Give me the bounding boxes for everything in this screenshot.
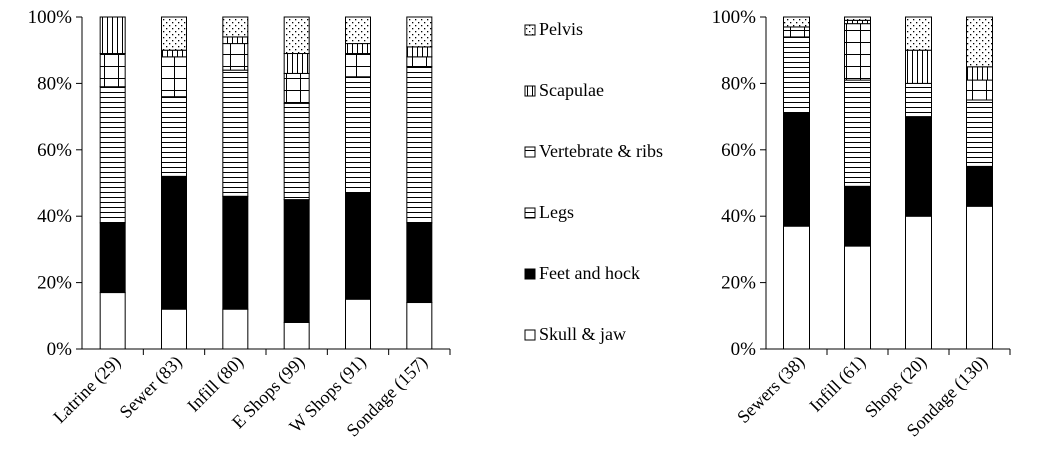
left-bar-sondage-157-vertebrate-ribs xyxy=(406,56,433,68)
legend-swatch-skull-jaw xyxy=(524,329,536,341)
right-category-label: Sewers (38) xyxy=(733,352,809,428)
right-bar-sondage-130-legs xyxy=(966,99,993,167)
left-bar-e-shops-99-pelvis xyxy=(283,16,310,55)
right-bar-infill-61-skull-jaw xyxy=(844,245,871,350)
legend-label-skull-jaw: Skull & jaw xyxy=(539,324,626,344)
left-bar-e-shops-99-scapulae xyxy=(283,53,310,74)
left-category-label: Latrine (29) xyxy=(49,352,125,428)
left-bar-e-shops-99-vertebrate-ribs xyxy=(283,72,310,104)
right-bar-sewers-38-legs xyxy=(783,36,810,114)
left-bar-sewer-83-scapulae xyxy=(161,49,187,58)
left-bar-e-shops-99-skull-jaw xyxy=(283,321,310,350)
left-y-tick-label: 60% xyxy=(37,140,72,161)
left-bar-latrine-29-feet-and-hock xyxy=(99,222,126,294)
left-bar-w-shops-91-scapulae xyxy=(345,43,371,55)
right-bar-shops-20-legs xyxy=(905,82,932,118)
right-y-tick-label: 60% xyxy=(721,140,756,161)
right-bar-infill-61-pelvis xyxy=(844,16,871,21)
right-chart: 0%20%40%60%80%100%Sewers (38)Infill (61)… xyxy=(712,7,1011,441)
left-bar-sondage-157-skull-jaw xyxy=(406,302,433,350)
left-y-tick-label: 80% xyxy=(37,73,72,94)
left-bar-sondage-157-pelvis xyxy=(406,16,433,48)
left-bar-latrine-29-skull-jaw xyxy=(99,292,126,350)
right-bar-sondage-130-skull-jaw xyxy=(966,205,993,350)
legend-swatch-vertebrate-ribs xyxy=(524,146,536,158)
right-bar-infill-61-feet-and-hock xyxy=(844,185,871,247)
right-bar-shops-20-pelvis xyxy=(905,16,932,51)
right-y-tick-label: 0% xyxy=(731,339,757,360)
left-bar-infill-80-vertebrate-ribs xyxy=(222,43,249,71)
right-y-tick-label: 80% xyxy=(721,73,756,94)
left-bar-infill-80-legs xyxy=(222,69,249,197)
left-y-tick-label: 20% xyxy=(37,273,72,294)
right-bar-infill-61-legs xyxy=(844,79,871,187)
legend-swatch-legs xyxy=(524,207,536,219)
left-bar-w-shops-91-legs xyxy=(345,76,371,194)
left-bar-sondage-157-feet-and-hock xyxy=(406,222,433,304)
left-bar-w-shops-91-pelvis xyxy=(345,16,371,45)
right-y-tick-label: 40% xyxy=(721,206,756,227)
right-bar-shops-20-skull-jaw xyxy=(905,215,932,350)
right-y-tick-label: 100% xyxy=(712,7,757,28)
right-bar-sewers-38-pelvis xyxy=(783,16,810,28)
right-bar-sewers-38-skull-jaw xyxy=(783,225,810,350)
left-bar-sewer-83-pelvis xyxy=(161,16,187,51)
left-bar-infill-80-skull-jaw xyxy=(222,308,249,350)
legend-label-scapulae: Scapulae xyxy=(539,80,604,100)
left-bar-w-shops-91-feet-and-hock xyxy=(345,192,371,300)
legend-swatch-scapulae xyxy=(524,85,536,97)
legend-swatch-feet-and-hock xyxy=(524,268,536,280)
left-bar-sewer-83-legs xyxy=(161,96,187,177)
right-bar-sondage-130-scapulae xyxy=(966,66,993,81)
right-bar-sondage-130-pelvis xyxy=(966,16,993,68)
right-bar-sondage-130-vertebrate-ribs xyxy=(966,79,993,101)
left-bar-infill-80-feet-and-hock xyxy=(222,195,249,310)
left-bar-infill-80-scapulae xyxy=(222,36,249,45)
left-category-label: Sewer (83) xyxy=(115,352,186,423)
left-bar-w-shops-91-skull-jaw xyxy=(345,298,371,350)
legend: Pelvis Scapulae Vertebrate & ribs Legs Feet … xyxy=(524,19,663,344)
right-bar-sewers-38-feet-and-hock xyxy=(783,112,810,227)
left-bar-sondage-157-legs xyxy=(406,66,433,224)
left-y-tick-label: 100% xyxy=(28,7,73,28)
right-bar-shops-20-scapulae xyxy=(905,49,932,84)
left-bar-sewer-83-feet-and-hock xyxy=(161,175,187,310)
legend-label-feet-and-hock: Feet and hock xyxy=(539,263,640,283)
right-bar-sewers-38-vertebrate-ribs xyxy=(783,26,810,38)
legend-label-vertebrate-ribs: Vertebrate & ribs xyxy=(539,141,663,161)
left-y-tick-label: 0% xyxy=(47,339,73,360)
left-bar-e-shops-99-feet-and-hock xyxy=(283,199,310,323)
left-bar-latrine-29-scapulae xyxy=(99,16,126,55)
left-bar-sewer-83-skull-jaw xyxy=(161,308,187,350)
legend-swatch-pelvis xyxy=(524,24,536,36)
left-bar-infill-80-pelvis xyxy=(222,16,249,38)
legend-label-legs: Legs xyxy=(539,202,574,222)
right-bar-shops-20-feet-and-hock xyxy=(905,116,932,217)
right-y-tick-label: 20% xyxy=(721,273,756,294)
left-bar-sondage-157-scapulae xyxy=(406,46,433,58)
left-bar-latrine-29-vertebrate-ribs xyxy=(99,53,126,88)
left-bar-w-shops-91-vertebrate-ribs xyxy=(345,53,371,78)
left-y-tick-label: 40% xyxy=(37,206,72,227)
left-bar-latrine-29-legs xyxy=(99,86,126,224)
legend-label-pelvis: Pelvis xyxy=(539,19,583,39)
left-bar-e-shops-99-legs xyxy=(283,102,310,201)
left-bar-sewer-83-vertebrate-ribs xyxy=(161,56,187,98)
left-chart: 0% 20% 40% 60% 80% 100% Latrine (29)Sewer (83)… xyxy=(28,7,451,441)
right-bar-sondage-130-feet-and-hock xyxy=(966,165,993,207)
right-bar-infill-61-vertebrate-ribs xyxy=(844,23,871,81)
